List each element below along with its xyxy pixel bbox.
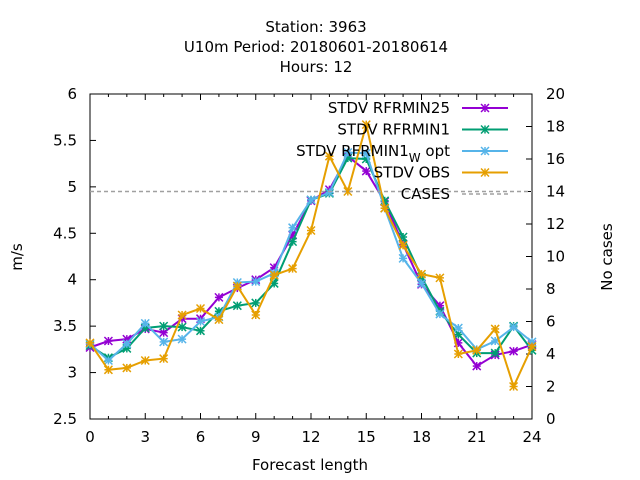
x-tick-label: 15 bbox=[357, 428, 376, 446]
legend-label-stdv-obs: STDV OBS bbox=[374, 164, 450, 182]
title: Station: 3963 U10m Period: 20180601-2018… bbox=[184, 18, 448, 76]
y2-tick-label: 10 bbox=[546, 248, 565, 266]
title-line-1: Station: 3963 bbox=[265, 18, 366, 36]
x-tick-label: 18 bbox=[412, 428, 431, 446]
x-tick-label: 9 bbox=[251, 428, 261, 446]
y2-tick-label: 20 bbox=[546, 85, 565, 103]
tick-labels-layer: 0 3 6 9 12 15 18 21 242.533.544.555.560246810121… bbox=[53, 85, 565, 446]
series-stdv-rfrmin25 bbox=[85, 151, 537, 371]
title-line-3: Hours: 12 bbox=[280, 58, 353, 76]
plot-frame-layer bbox=[89, 93, 533, 420]
y2-axis-label: No cases bbox=[598, 223, 616, 291]
y2-tick-label: 2 bbox=[546, 378, 556, 396]
series-layer bbox=[85, 120, 537, 392]
y2-tick-label: 4 bbox=[546, 345, 556, 363]
series-line-stdv-rfrmin1 bbox=[89, 157, 533, 359]
title-line-2: U10m Period: 20180601-20180614 bbox=[184, 38, 448, 56]
legend: STDV RFRMIN25 STDV RFRMIN1 STDV RFRMIN1W o… bbox=[296, 99, 508, 203]
x-tick-label: 6 bbox=[196, 428, 206, 446]
y2-tick-label: 8 bbox=[546, 280, 556, 298]
y-axis-label: m/s bbox=[8, 243, 26, 271]
x-tick-label: 12 bbox=[301, 428, 320, 446]
legend-label-cases: CASES bbox=[401, 185, 450, 203]
y-tick-label: 5 bbox=[67, 178, 77, 196]
y2-tick-label: 0 bbox=[546, 410, 556, 428]
y2-tick-label: 14 bbox=[546, 183, 565, 201]
y2-tick-label: 18 bbox=[546, 118, 565, 136]
y2-tick-label: 12 bbox=[546, 215, 565, 233]
series-stdv-obs bbox=[85, 120, 537, 392]
y-tick-label: 4 bbox=[67, 271, 77, 289]
y-tick-label: 2.5 bbox=[53, 410, 77, 428]
series-line-stdv-obs bbox=[89, 124, 533, 390]
legend-label-stdv-rfrmin1-w-opt: STDV RFRMIN1W opt bbox=[296, 142, 450, 165]
series-stdv-rfrmin1-w-opt bbox=[85, 147, 537, 366]
y-tick-label: 5.5 bbox=[53, 131, 77, 149]
legend-label-stdv-rfrmin1: STDV RFRMIN1 bbox=[337, 121, 450, 139]
series-line-stdv-rfrmin1-w-opt bbox=[89, 151, 533, 362]
legend-label-stdv-rfrmin25: STDV RFRMIN25 bbox=[328, 99, 450, 117]
x-tick-label: 0 bbox=[85, 428, 95, 446]
x-tick-label: 3 bbox=[140, 428, 150, 446]
y-tick-label: 6 bbox=[67, 85, 77, 103]
x-tick-label: 24 bbox=[522, 428, 541, 446]
y-tick-label: 3.5 bbox=[53, 317, 77, 335]
y-tick-label: 4.5 bbox=[53, 224, 77, 242]
y2-tick-label: 6 bbox=[546, 313, 556, 331]
y2-tick-label: 16 bbox=[546, 150, 565, 168]
y-tick-label: 3 bbox=[67, 364, 77, 382]
x-tick-label: 21 bbox=[467, 428, 486, 446]
x-axis-label: Forecast length bbox=[252, 456, 368, 474]
